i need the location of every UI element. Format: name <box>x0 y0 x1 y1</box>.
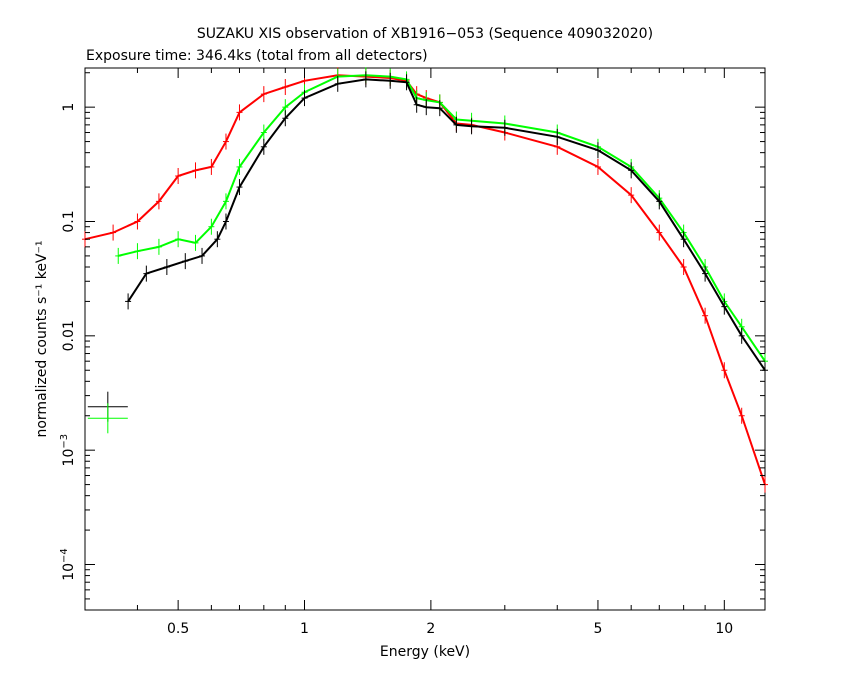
y-tick-label-exponent: −3 <box>59 434 70 449</box>
x-tick-label: 1 <box>300 621 309 637</box>
y-axis-label: normalized counts s⁻¹ keV⁻¹ <box>34 240 50 437</box>
y-tick-label-base: 10 <box>61 449 77 467</box>
y-tick-label: 0.1 <box>61 210 77 232</box>
y-tick-label-base: 0.1 <box>61 210 77 232</box>
plot-frame <box>84 67 766 611</box>
series-1-trace <box>117 74 766 362</box>
y-tick-label-base: 10 <box>61 563 77 581</box>
y-tick-label: 0.01 <box>61 320 77 351</box>
x-axis-label: Energy (keV) <box>380 644 470 660</box>
y-tick-label-exponent: −4 <box>59 548 70 563</box>
y-tick-label: 10−4 <box>59 548 77 581</box>
x-tick-label: 5 <box>593 621 602 637</box>
series-0-trace <box>84 74 766 485</box>
x-tick-label: 2 <box>426 621 435 637</box>
y-tick-label-base: 1 <box>61 103 77 112</box>
y-tick-label: 10−3 <box>59 434 77 467</box>
y-tick-label: 1 <box>61 103 77 112</box>
series-0 <box>82 67 768 493</box>
x-axis: 0.5 1 2 5 10 <box>84 68 733 637</box>
data-layer <box>82 67 768 493</box>
x-tick-label: 0.5 <box>167 621 189 637</box>
series-2-trace <box>127 78 766 371</box>
chart-title: SUZAKU XIS observation of XB1916−053 (Se… <box>197 26 653 42</box>
y-tick-label-base: 0.01 <box>61 320 77 351</box>
chart-subtitle: Exposure time: 346.4ks (total from all d… <box>86 48 428 64</box>
x-tick-label: 10 <box>715 621 733 637</box>
series-2 <box>125 71 768 379</box>
